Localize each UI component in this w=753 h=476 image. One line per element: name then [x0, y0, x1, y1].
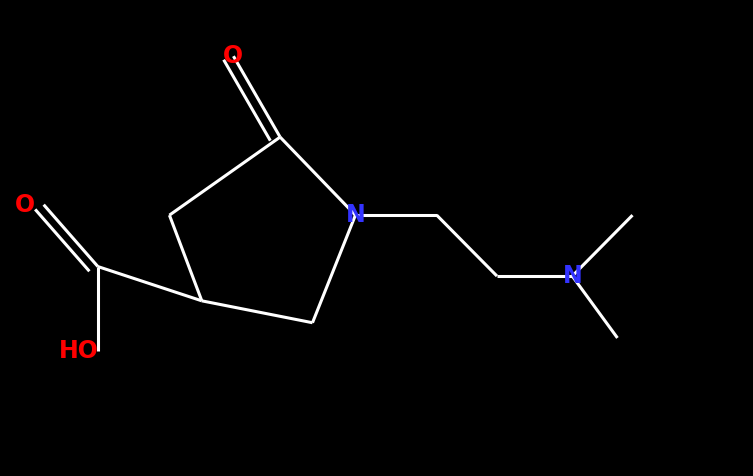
Text: N: N — [346, 203, 365, 227]
Text: N: N — [562, 264, 582, 288]
Text: O: O — [224, 44, 243, 68]
Text: HO: HO — [59, 339, 99, 363]
Text: O: O — [15, 193, 35, 217]
